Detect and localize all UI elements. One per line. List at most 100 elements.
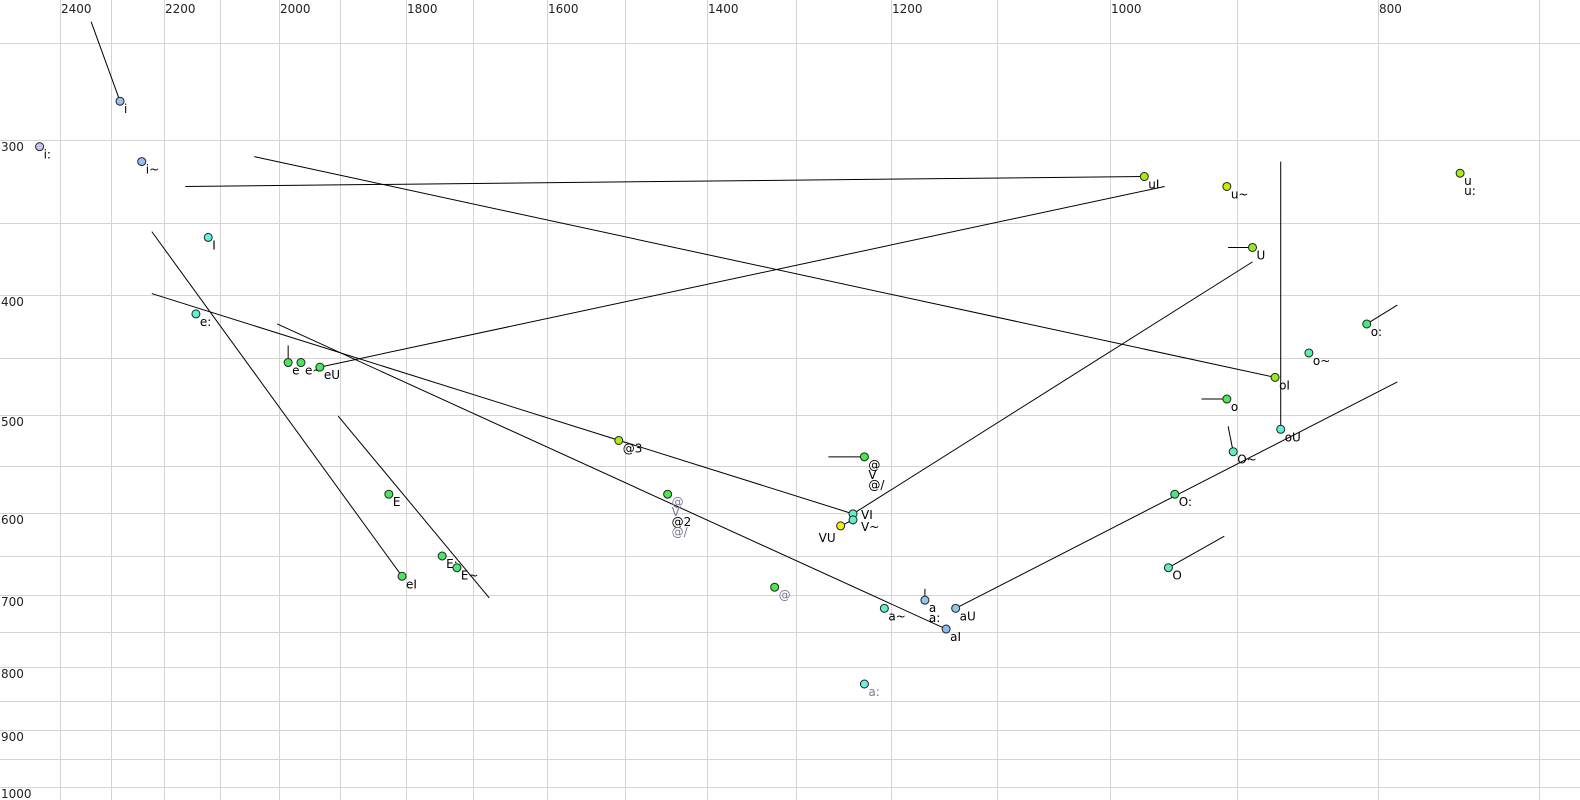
vowel-label: O: bbox=[1179, 495, 1192, 509]
vowel-label: O bbox=[1172, 569, 1181, 583]
vowel-label: VU bbox=[819, 531, 836, 545]
x-tick-label: 1400 bbox=[708, 2, 739, 16]
vowel-point[interactable] bbox=[836, 521, 846, 531]
vowel-point[interactable] bbox=[663, 489, 673, 499]
vowel-point[interactable] bbox=[879, 603, 889, 613]
x-tick-label: 2200 bbox=[165, 2, 196, 16]
vowel-point[interactable] bbox=[848, 515, 858, 525]
trajectory-line bbox=[1366, 304, 1398, 325]
vowel-point[interactable] bbox=[1455, 168, 1465, 178]
vowel-label: i: bbox=[44, 148, 51, 162]
vowel-label: V bbox=[868, 468, 877, 482]
vowel-point[interactable] bbox=[920, 595, 930, 605]
y-tick-label: 600 bbox=[1, 513, 24, 527]
vowel-label: o: bbox=[1371, 325, 1382, 339]
trajectory-line bbox=[151, 231, 403, 577]
trajectory-line bbox=[1168, 535, 1225, 569]
vowel-label: i~ bbox=[146, 163, 159, 177]
vowel-label: I bbox=[212, 238, 216, 252]
vowel-points: ii:i~Ie:e e~ eUEeIE:E~@3@V@2@/@@V@/VIV~VUa… bbox=[35, 96, 1476, 699]
vowel-label: eI bbox=[406, 577, 417, 591]
vowel-label: E: bbox=[446, 557, 458, 571]
vowel-label: @3 bbox=[623, 442, 643, 456]
trajectory-line bbox=[185, 176, 1145, 187]
vowel-point[interactable] bbox=[1304, 348, 1314, 358]
y-tick-label: 900 bbox=[1, 730, 24, 744]
trajectory-line bbox=[254, 156, 1276, 378]
vowel-label: @ bbox=[868, 458, 880, 472]
vowel-label: @ bbox=[779, 588, 791, 602]
vowel-point[interactable] bbox=[397, 571, 407, 581]
vowel-label: O~ bbox=[1237, 453, 1257, 467]
x-tick-label: 1800 bbox=[407, 2, 438, 16]
vowel-label: V~ bbox=[861, 520, 879, 534]
vowel-point[interactable] bbox=[296, 358, 306, 368]
trajectory-line bbox=[277, 323, 947, 630]
vowel-label: @2 bbox=[672, 515, 692, 529]
vowel-label: V bbox=[672, 505, 681, 519]
vowel-point[interactable] bbox=[452, 563, 462, 573]
y-tick-label: 800 bbox=[1, 667, 24, 681]
vowel-label: oU bbox=[1285, 430, 1301, 444]
y-tick-label: 500 bbox=[1, 415, 24, 429]
vowel-point[interactable] bbox=[137, 157, 147, 167]
vowel-label: a: bbox=[929, 611, 940, 625]
trajectory-line bbox=[852, 261, 1253, 515]
y-tick-label: 400 bbox=[1, 295, 24, 309]
vowel-point[interactable] bbox=[1270, 372, 1280, 382]
vowel-point[interactable] bbox=[941, 624, 951, 634]
vowel-label: @ bbox=[672, 495, 684, 509]
y-tick-label: 300 bbox=[1, 140, 24, 154]
vowel-point[interactable] bbox=[283, 358, 293, 368]
vowel-label: @/ bbox=[672, 525, 689, 539]
vowel-point[interactable] bbox=[1170, 489, 1180, 499]
vowel-point[interactable] bbox=[115, 96, 125, 106]
vowel-label: eU bbox=[324, 368, 340, 382]
vowel-label: uI bbox=[1148, 178, 1159, 192]
trajectory-line bbox=[319, 185, 1165, 368]
vowel-label: a bbox=[929, 601, 936, 615]
vowel-label: o~ bbox=[1313, 354, 1330, 368]
y-tick-label: 700 bbox=[1, 595, 24, 609]
vowel-label: a~ bbox=[888, 609, 905, 623]
x-tick-label: 1200 bbox=[892, 2, 923, 16]
x-tick-label: 1000 bbox=[1111, 2, 1142, 16]
vowel-label: e bbox=[292, 364, 299, 378]
vowel-label: u: bbox=[1464, 184, 1476, 198]
vowel-label: a: bbox=[868, 685, 879, 699]
vowel-point[interactable] bbox=[1163, 563, 1173, 573]
vowel-point[interactable] bbox=[614, 436, 624, 445]
vowel-point[interactable] bbox=[1139, 172, 1149, 182]
vowel-point[interactable] bbox=[1228, 447, 1238, 457]
vowel-label: u bbox=[1464, 174, 1472, 188]
vowel-point[interactable] bbox=[437, 551, 447, 561]
vowel-point[interactable] bbox=[1362, 319, 1372, 329]
x-tick-label: 800 bbox=[1379, 2, 1402, 16]
vowel-point[interactable] bbox=[1222, 181, 1232, 191]
vowel-point[interactable] bbox=[1248, 242, 1258, 252]
trajectory-line bbox=[337, 415, 490, 599]
vowel-point[interactable] bbox=[770, 582, 780, 592]
vowel-point[interactable] bbox=[203, 232, 213, 242]
vowel-point[interactable] bbox=[191, 309, 201, 319]
trajectory-line bbox=[151, 293, 854, 515]
x-tick-label: 1600 bbox=[548, 2, 579, 16]
vowel-label: i bbox=[124, 102, 127, 116]
vowel-label: E~ bbox=[461, 569, 479, 583]
vowel-label: o bbox=[1231, 400, 1238, 414]
vowel-point[interactable] bbox=[1276, 424, 1286, 434]
vowel-point[interactable] bbox=[859, 679, 869, 689]
trajectories bbox=[90, 21, 1398, 630]
trajectory-line bbox=[90, 21, 121, 102]
vowel-point[interactable] bbox=[859, 452, 869, 462]
x-tick-label: 2400 bbox=[61, 2, 92, 16]
vowel-label: E bbox=[393, 495, 401, 509]
vowel-point[interactable] bbox=[315, 362, 325, 372]
vowel-point[interactable] bbox=[384, 489, 394, 499]
vowel-point[interactable] bbox=[35, 142, 45, 152]
vowel-point[interactable] bbox=[1222, 394, 1232, 404]
vowel-label: @/ bbox=[868, 478, 885, 492]
vowel-point[interactable] bbox=[951, 603, 961, 613]
